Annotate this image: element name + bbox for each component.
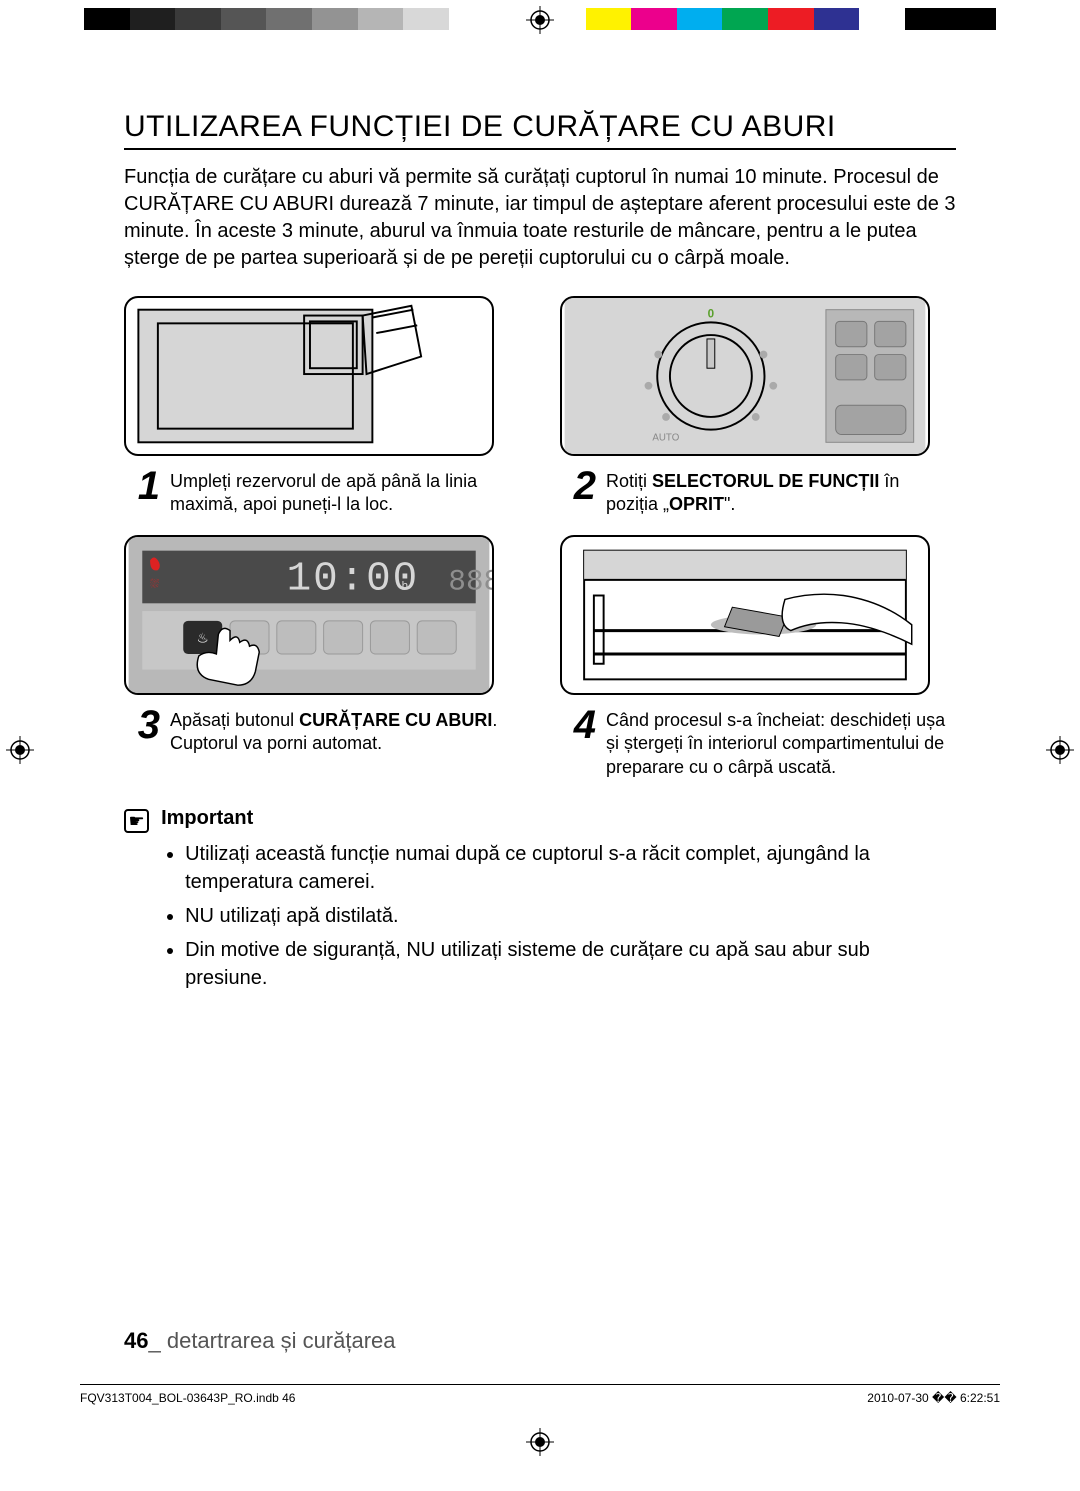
svg-text:888: 888 — [448, 565, 492, 598]
swatch — [312, 8, 358, 30]
swatch — [859, 8, 905, 30]
registration-mark-icon — [526, 6, 554, 34]
svg-text:♨: ♨ — [197, 630, 209, 645]
page-content: UTILIZAREA FUNCȚIEI DE CURĂȚARE CU ABURI… — [124, 110, 956, 998]
step-text: Apăsați butonul CURĂȚARE CU ABURI. Cupto… — [170, 705, 520, 756]
print-footer-bar: FQV313T004_BOL-03643P_RO.indb 46 2010-07… — [80, 1384, 1000, 1405]
important-list: Utilizați această funcție numai după ce … — [161, 840, 956, 992]
step-text: Când procesul s-a încheiat: deschideți u… — [606, 705, 956, 779]
registration-mark-icon — [1046, 736, 1074, 764]
swatch — [130, 8, 176, 30]
svg-text:h: h — [402, 579, 409, 592]
step-number: 2 — [560, 466, 596, 506]
text-bold: SELECTORUL DE FUNCȚII — [652, 471, 879, 491]
step-text: Umpleți rezervorul de apă până la linia … — [170, 466, 520, 517]
text-fragment: ". — [724, 494, 735, 514]
page-title: UTILIZAREA FUNCȚIEI DE CURĂȚARE CU ABURI — [124, 110, 956, 150]
swatch — [358, 8, 404, 30]
swatch — [950, 8, 996, 30]
step-1: 1 Umpleți rezervorul de apă până la lini… — [124, 296, 520, 517]
text-bold: OPRIT — [669, 494, 724, 514]
step-3-illustration: ⛆ 10:00 h 888 ♨ — [124, 535, 494, 695]
registration-mark-icon — [6, 736, 34, 764]
print-timestamp: 2010-07-30 �� 6:22:51 — [867, 1391, 1000, 1405]
step-number: 4 — [560, 705, 596, 745]
step-number: 3 — [124, 705, 160, 745]
step-4-illustration — [560, 535, 930, 695]
page-number: 46 — [124, 1328, 148, 1353]
section-name: detartrarea și curățarea — [161, 1328, 396, 1353]
text-bold: CURĂȚARE CU ABURI — [299, 710, 492, 730]
svg-text:0: 0 — [708, 308, 715, 321]
swatch — [175, 8, 221, 30]
registration-mark-icon — [526, 1428, 554, 1456]
svg-text:AUTO: AUTO — [652, 432, 679, 443]
text-fragment: Rotiți — [606, 471, 652, 491]
steps-grid: 1 Umpleți rezervorul de apă până la lini… — [124, 296, 956, 779]
swatch — [768, 8, 814, 30]
swatch — [84, 8, 130, 30]
step-4: 4 Când procesul s-a încheiat: deschideți… — [560, 535, 956, 779]
pointing-hand-icon: ☛ — [124, 809, 149, 833]
swatch — [631, 8, 677, 30]
indb-filename: FQV313T004_BOL-03643P_RO.indb 46 — [80, 1391, 295, 1405]
step-1-illustration — [124, 296, 494, 456]
list-item: NU utilizați apă distilată. — [185, 902, 956, 930]
step-2: 0 AUTO 2 Rotiți SEL — [560, 296, 956, 517]
svg-text:⛆: ⛆ — [150, 577, 160, 590]
swatch — [266, 8, 312, 30]
swatch — [814, 8, 860, 30]
swatch — [722, 8, 768, 30]
step-text: Rotiți SELECTORUL DE FUNCȚII în poziția … — [606, 466, 956, 517]
step-3: ⛆ 10:00 h 888 ♨ — [124, 535, 520, 779]
step-2-illustration: 0 AUTO — [560, 296, 930, 456]
swatch — [677, 8, 723, 30]
intro-paragraph: Funcția de curățare cu aburi vă permite … — [124, 164, 956, 272]
svg-text:10:00: 10:00 — [287, 556, 420, 602]
swatch — [403, 8, 449, 30]
swatch — [586, 8, 632, 30]
list-item: Din motive de siguranță, NU utilizați si… — [185, 936, 956, 992]
swatch — [221, 8, 267, 30]
footer-sep: _ — [148, 1328, 160, 1353]
swatch — [449, 8, 495, 30]
important-note: ☛ Important Utilizați această funcție nu… — [124, 807, 956, 998]
list-item: Utilizați această funcție numai după ce … — [185, 840, 956, 896]
step-number: 1 — [124, 466, 160, 506]
text-fragment: Apăsați butonul — [170, 710, 299, 730]
running-footer: 46_ detartrarea și curățarea — [124, 1328, 396, 1354]
swatch — [905, 8, 951, 30]
important-label: Important — [161, 807, 956, 830]
